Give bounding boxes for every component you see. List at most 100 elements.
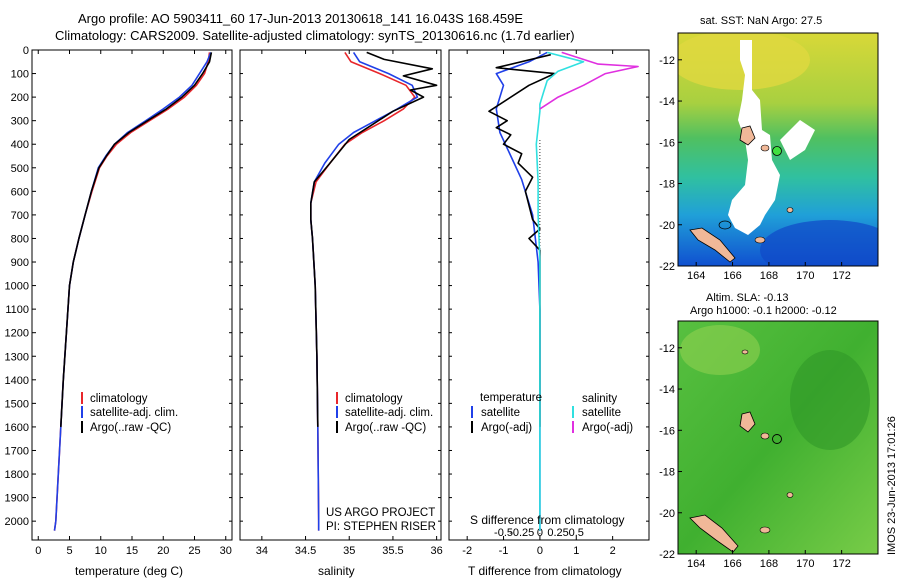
y-tick-label: 1800: [5, 469, 29, 481]
legend-argo: Argo(..raw -QC): [90, 422, 171, 434]
map-y-tick-label: -20: [659, 508, 675, 520]
legend-header-temperature: temperature: [480, 392, 542, 404]
header-line1: Argo profile: AO 5903411_60 17-Jun-2013 …: [78, 11, 523, 26]
y-tick-label: 600: [11, 186, 29, 198]
map-y-tick-label: -14: [659, 96, 675, 108]
series-line-temperature: [53, 52, 212, 531]
series-line-difference: [535, 51, 585, 531]
map-x-tick-label: 168: [760, 558, 778, 570]
sla-map-ticks: 164 166 168 170 172 -12 -14 -16 -18 -20 -22: [659, 343, 851, 570]
sla-island-small-4: [759, 526, 771, 534]
x-tick-label: 0: [35, 545, 41, 557]
series-line-difference: [488, 53, 556, 427]
y-tick-label: 1100: [5, 304, 29, 316]
map-x-tick-label: 166: [723, 270, 741, 282]
y-tick-label: 800: [11, 233, 29, 245]
sla-argo-float-marker: [772, 434, 782, 444]
difference-plot-frame: [448, 49, 650, 541]
legend-header-salinity: salinity: [582, 393, 617, 405]
y-tick-label: 1200: [5, 328, 29, 340]
s-tick-label: 0.5: [569, 527, 584, 539]
sla-island-efate: [739, 411, 756, 433]
sla-low-patch: [790, 350, 870, 450]
credit-line1: US ARGO PROJECT: [326, 507, 435, 519]
map-y-tick-label: -16: [659, 425, 675, 437]
x-tick-label: -1: [499, 545, 509, 557]
map-y-tick-label: -16: [659, 137, 675, 149]
map-x-tick-label: 170: [796, 558, 814, 570]
legend-satellite: satellite-adj. clim.: [90, 407, 178, 419]
map-y-tick-label: -12: [659, 343, 675, 355]
difference-legend: temperature salinity satellite Argo(-adj…: [470, 392, 633, 527]
x-tick-label: 5: [66, 545, 72, 557]
series-line-difference: [539, 51, 639, 110]
sla-island-small-1: [760, 432, 770, 440]
y-tick-label: 900: [11, 257, 29, 269]
map-y-tick-label: -22: [659, 549, 675, 561]
sst-map-frame: [677, 32, 879, 267]
y-tick-label: 1300: [5, 351, 29, 363]
map-x-tick-label: 164: [687, 270, 705, 282]
axes-layer: 0 5 10 15 20 25 300100200300400500600700800900…: [5, 45, 649, 557]
footer-stamp: IMOS 23-Jun-2013 17:01:26: [886, 416, 898, 555]
map-x-tick-label: 170: [796, 270, 814, 282]
y-tick-label: 200: [11, 92, 29, 104]
legend-s-argo: Argo(-adj): [582, 422, 633, 434]
y-tick-label: 700: [11, 210, 29, 222]
sst-island-south: [689, 227, 736, 263]
y-tick-label: 1700: [5, 445, 29, 457]
x-tick-label: 34.5: [295, 545, 316, 557]
y-tick-label: 1900: [5, 493, 29, 505]
sla-high-patch: [680, 325, 760, 375]
sla-map-frame: [677, 320, 879, 555]
y-tick-label: 300: [11, 116, 29, 128]
legend-t-argo: Argo(-adj): [481, 422, 532, 434]
x-tick-label: 35: [343, 545, 355, 557]
sla-island-small-2: [786, 492, 794, 498]
sla-island-small-3: [741, 349, 749, 355]
map-x-tick-label: 172: [832, 270, 850, 282]
s-tick-label: -0.5: [494, 527, 513, 539]
y-tick-label: 0: [23, 45, 29, 57]
sla-map-title-line1: Altim. SLA: -0.13: [706, 292, 789, 304]
y-tick-label: 1000: [5, 281, 29, 293]
sla-map-title-line2: Argo h1000: -0.1 h2000: -0.12: [690, 305, 837, 317]
s-difference-label: S difference from climatology: [470, 513, 625, 527]
y-tick-label: 100: [11, 69, 29, 81]
salinity-plot-frame: [239, 49, 442, 541]
map-x-tick-label: 172: [832, 558, 850, 570]
sst-map: sat. SST: NaN Argo: 27.5 164 166 168 170 172…: [659, 15, 879, 282]
temperature-legend: climatology satellite-adj. clim. Argo(..…: [81, 392, 178, 434]
sst-island-efate: [739, 125, 756, 146]
sst-island-small-1: [760, 144, 770, 152]
series-line-temperature: [60, 52, 213, 427]
map-x-tick-label: 164: [687, 558, 705, 570]
legend-climatology: climatology: [90, 393, 148, 405]
sst-map-title: sat. SST: NaN Argo: 27.5: [700, 15, 822, 27]
x-tick-label: 0: [537, 545, 543, 557]
credit-line2: PI: STEPHEN RISER: [326, 521, 436, 533]
x-tick-label: 20: [157, 545, 169, 557]
map-y-tick-label: -18: [659, 179, 675, 191]
y-tick-label: 500: [11, 163, 29, 175]
series-line-temperature: [53, 52, 211, 531]
temperature-xlabel: temperature (deg C): [75, 564, 183, 578]
header-line2: Climatology: CARS2009. Satellite-adjuste…: [55, 28, 575, 43]
series-line-salinity: [310, 51, 419, 531]
map-y-tick-label: -20: [659, 220, 675, 232]
sst-island-small-4: [754, 236, 766, 244]
series-line-salinity: [310, 51, 438, 427]
legend-argo: Argo(..raw -QC): [345, 422, 426, 434]
sst-cool-patch: [760, 220, 878, 266]
salinity-legend: climatology satellite-adj. clim. Argo(..…: [326, 392, 436, 533]
x-tick-label: 34: [256, 545, 268, 557]
series-line-difference: [495, 51, 548, 531]
sst-cloud-mask-east: [780, 120, 815, 160]
y-tick-label: 400: [11, 139, 29, 151]
s-tick-label: -0.25: [509, 527, 534, 539]
map-y-tick-label: -22: [659, 261, 675, 273]
map-y-tick-label: -12: [659, 55, 675, 67]
x-tick-label: -2: [462, 545, 472, 557]
